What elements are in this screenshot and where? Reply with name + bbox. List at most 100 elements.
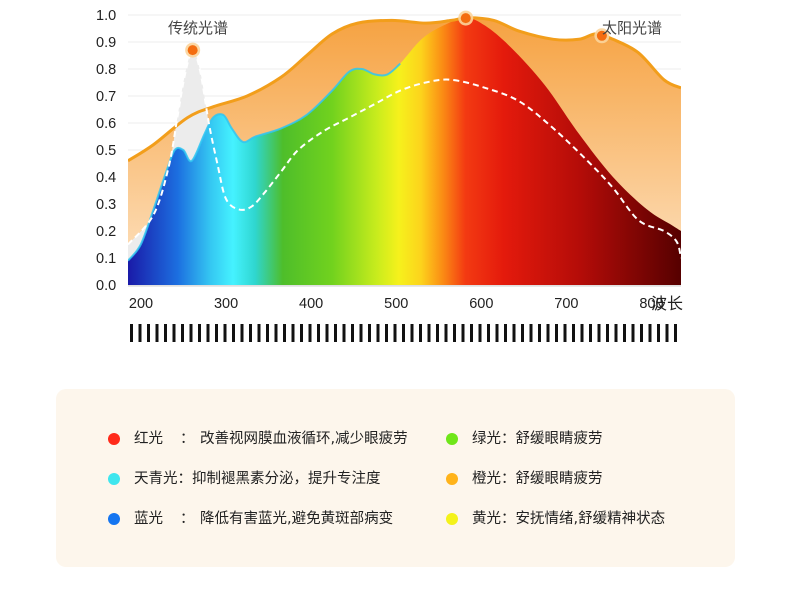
ruler-tick <box>631 324 635 342</box>
ruler-tick <box>402 324 405 342</box>
ruler-tick <box>410 324 414 342</box>
x-tick-label: 400 <box>299 296 323 312</box>
ruler-tick <box>495 324 499 342</box>
ruler-tick <box>436 324 439 342</box>
y-tick-label: 0.1 <box>96 251 116 267</box>
ruler-tick <box>291 324 295 342</box>
ruler-tick <box>368 324 371 342</box>
legend-separator: ： <box>501 471 516 487</box>
ruler-tick <box>283 324 286 342</box>
ruler-tick <box>444 324 448 342</box>
ruler-tick <box>325 324 329 342</box>
x-tick-label: 300 <box>214 296 238 312</box>
yellow-dot-icon <box>446 513 458 525</box>
x-tick-label: 200 <box>129 296 153 312</box>
ruler-tick <box>529 324 533 342</box>
wavelength-ruler <box>130 324 677 342</box>
ruler-tick <box>648 324 652 342</box>
ruler-tick <box>461 324 465 342</box>
ruler-tick <box>563 324 567 342</box>
ruler-tick <box>419 324 422 342</box>
ruler-tick <box>189 324 193 342</box>
legend-separator: ： <box>177 471 193 487</box>
legend-desc: 舒缓眼睛疲劳 <box>515 471 603 487</box>
ruler-tick <box>376 324 380 342</box>
legend-desc: 舒缓眼睛疲劳 <box>515 431 603 447</box>
ruler-tick <box>334 324 337 342</box>
ruler-tick <box>266 324 269 342</box>
ruler-tick <box>555 324 558 342</box>
ruler-tick <box>172 324 176 342</box>
legend-name: 红光 <box>134 431 163 447</box>
sunlight-peak-marker <box>458 10 474 26</box>
ruler-tick <box>614 324 618 342</box>
traditional-peak-marker <box>185 42 201 58</box>
legend-desc: 抑制褪黑素分泌，提升专注度 <box>192 471 381 487</box>
ruler-tick <box>342 324 346 342</box>
ruler-tick <box>215 324 218 342</box>
legend-name: 橙光 <box>472 471 501 487</box>
ruler-tick <box>274 324 278 342</box>
legend-desc: 改善视网膜血液循环,减少眼疲劳 <box>200 431 408 447</box>
ruler-tick <box>164 324 167 342</box>
y-tick-label: 0.6 <box>96 116 116 132</box>
ruler-tick <box>232 324 235 342</box>
x-tick-label: 500 <box>384 296 408 312</box>
y-tick-label: 0.9 <box>96 35 116 51</box>
legend-desc: 安抚情绪,舒缓精神状态 <box>515 511 666 527</box>
legend-separator: ： <box>180 431 195 447</box>
y-tick-label: 0.3 <box>96 197 116 213</box>
ruler-tick <box>657 324 660 342</box>
ruler-tick <box>130 324 133 342</box>
x-axis-label: 波长 <box>651 294 683 313</box>
red-dot-icon <box>108 433 120 445</box>
x-tick-label: 700 <box>554 296 578 312</box>
ruler-tick <box>470 324 473 342</box>
sunlight-spectrum-label: 太阳光谱 <box>602 19 662 37</box>
ruler-tick <box>351 324 354 342</box>
x-tick-label: 600 <box>469 296 493 312</box>
ruler-tick <box>257 324 261 342</box>
legend-separator: ： <box>501 431 516 447</box>
x-tick-label: 800 <box>639 296 663 312</box>
ruler-tick <box>393 324 397 342</box>
legend-separator: ： <box>501 511 516 527</box>
ruler-tick <box>580 324 584 342</box>
ruler-tick <box>640 324 643 342</box>
ruler-tick <box>453 324 456 342</box>
ruler-tick <box>300 324 303 342</box>
y-tick-label: 0.5 <box>96 143 116 159</box>
legend-name: 蓝光 <box>134 511 163 527</box>
ruler-tick <box>478 324 482 342</box>
legend-desc: 降低有害蓝光,避免黄斑部病变 <box>200 511 394 527</box>
ruler-tick <box>521 324 524 342</box>
cyan-dot-icon <box>108 473 120 485</box>
traditional-dashed-line <box>128 49 681 259</box>
ruler-tick <box>181 324 184 342</box>
y-tick-label: 0.2 <box>96 224 116 240</box>
ruler-tick <box>487 324 490 342</box>
ruler-tick <box>198 324 201 342</box>
ruler-tick <box>317 324 320 342</box>
legend-panel: 红光：改善视网膜血液循环,减少眼疲劳 天青光：抑制褪黑素分泌，提升专注度 蓝光：… <box>56 389 735 567</box>
y-tick-label: 0.7 <box>96 89 116 105</box>
ruler-tick <box>674 324 677 342</box>
ruler-tick <box>512 324 516 342</box>
ruler-tick <box>138 324 142 342</box>
legend-name: 黄光 <box>472 511 501 527</box>
ruler-tick <box>665 324 669 342</box>
y-tick-label: 1.0 <box>96 8 116 24</box>
legend-name: 绿光 <box>472 431 501 447</box>
ruler-tick <box>538 324 541 342</box>
spectrum-chart: 0.0 0.1 0.2 0.3 0.4 0.5 0.6 0.7 0.8 0.9 1.0 200 300 4… <box>96 8 683 342</box>
ruler-tick <box>572 324 575 342</box>
traditional-spectrum-label: 传统光谱 <box>168 19 228 37</box>
legend-name: 天青光 <box>134 471 178 487</box>
ruler-tick <box>606 324 609 342</box>
ruler-tick <box>504 324 507 342</box>
ruler-tick <box>427 324 431 342</box>
ruler-tick <box>206 324 210 342</box>
ruler-tick <box>589 324 592 342</box>
ruler-tick <box>359 324 363 342</box>
led-spectrum-area <box>128 17 681 285</box>
